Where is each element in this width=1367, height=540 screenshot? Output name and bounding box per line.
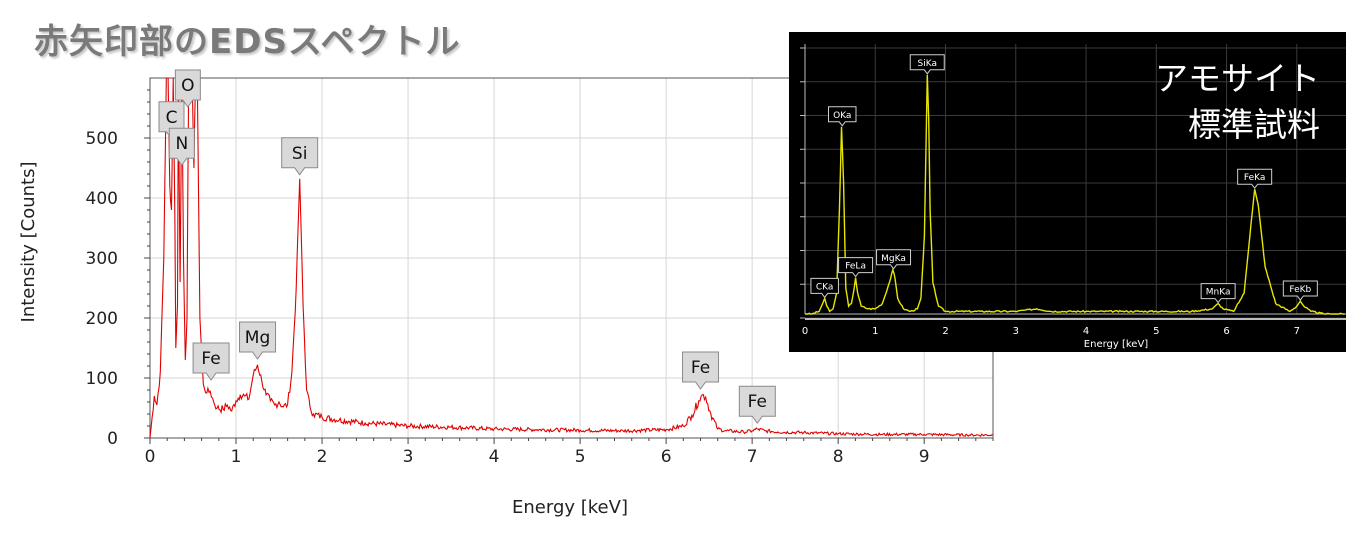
inset-title-line-1: アモサイト <box>1155 59 1320 98</box>
inset-x-scrollbar <box>805 318 1346 320</box>
inset-x-tick-label: 7 <box>1294 326 1300 337</box>
main-peak-label-n: N <box>168 127 195 167</box>
main-x-tick-label: 3 <box>403 447 414 467</box>
svg-text:MgKa: MgKa <box>881 254 906 264</box>
inset-x-tick-label: 1 <box>872 326 878 337</box>
inset-peak-label-mgka: MgKa <box>876 249 912 270</box>
inset-chart-ticks: 0 1 2 3 4 5 6 7 <box>800 47 1300 337</box>
main-x-axis-label: Energy [keV] <box>512 497 628 518</box>
page-title: 赤矢印部のEDSスペクトル <box>34 22 461 62</box>
inset-peak-label-fekb: FeKb <box>1282 280 1318 301</box>
main-y-tick-label: 500 <box>86 129 118 149</box>
svg-text:Mg: Mg <box>245 328 270 348</box>
main-peak-label-mg: Mg <box>239 321 277 360</box>
svg-text:FeKb: FeKb <box>1289 285 1311 295</box>
svg-text:SiKa: SiKa <box>918 59 937 69</box>
main-y-tick-label: 400 <box>86 189 118 209</box>
main-peak-label-si: Si <box>281 137 319 176</box>
main-peak-label-fe: Fe <box>738 385 776 425</box>
svg-text:Fe: Fe <box>748 392 767 412</box>
inset-peak-labels: CKa OKa FeLa MgKa SiKa MnKa FeKa FeKb <box>810 54 1318 304</box>
svg-text:FeLa: FeLa <box>845 262 866 272</box>
inset-chart-axes <box>804 44 1346 320</box>
main-x-tick-label: 1 <box>231 447 242 467</box>
main-peak-label-o: O <box>174 69 201 108</box>
inset-x-tick-label: 4 <box>1083 326 1089 337</box>
svg-text:C: C <box>166 108 178 128</box>
inset-peak-label-fela: FeLa <box>838 257 874 278</box>
main-peak-labels: CO N Si Fe Mg Fe Fe <box>158 69 776 425</box>
main-y-tick-label: 100 <box>86 369 118 389</box>
main-y-tick-label: 0 <box>107 429 118 449</box>
inset-x-tick-label: 5 <box>1153 326 1159 337</box>
svg-text:O: O <box>181 76 194 96</box>
main-chart-ticks: 0 1 2 3 4 5 6 7 8 9 0 100 200 300 400 500 <box>86 89 994 467</box>
inset-peak-label-mnka: MnKa <box>1200 283 1236 304</box>
svg-text:Fe: Fe <box>201 349 220 369</box>
inset-peak-label-sika: SiKa <box>909 54 945 75</box>
main-y-axis-label: Intensity [Counts] <box>18 162 39 323</box>
inset-peak-label-oka: OKa <box>827 106 857 127</box>
svg-text:CKa: CKa <box>816 282 834 292</box>
inset-x-tick-label: 3 <box>1013 326 1019 337</box>
inset-peak-label-cka: CKa <box>810 277 839 299</box>
svg-text:Fe: Fe <box>691 358 710 378</box>
main-spectrum-line <box>149 77 994 439</box>
main-peak-label-fe: Fe <box>192 342 230 381</box>
main-y-tick-label: 200 <box>86 309 118 329</box>
main-peak-label-fe: Fe <box>682 351 720 390</box>
inset-x-tick-label: 2 <box>942 326 948 337</box>
inset-spectrum-line <box>805 74 1345 315</box>
inset-x-tick-label: 6 <box>1223 326 1229 337</box>
main-x-tick-label: 4 <box>489 447 500 467</box>
svg-text:MnKa: MnKa <box>1206 288 1231 298</box>
svg-text:N: N <box>175 134 188 154</box>
svg-text:Si: Si <box>292 144 308 164</box>
svg-text:OKa: OKa <box>833 111 851 121</box>
main-y-tick-label: 300 <box>86 249 118 269</box>
inset-peak-label-feka: FeKa <box>1237 168 1273 190</box>
main-x-tick-label: 8 <box>833 447 844 467</box>
inset-title: アモサイト 標準試料 <box>1155 56 1320 148</box>
main-x-tick-label: 2 <box>317 447 328 467</box>
main-x-tick-label: 6 <box>661 447 672 467</box>
main-x-tick-label: 5 <box>575 447 586 467</box>
main-x-tick-label: 7 <box>747 447 758 467</box>
inset-x-tick-label: 0 <box>802 326 808 337</box>
main-x-tick-label: 0 <box>145 447 156 467</box>
inset-title-line-2: 標準試料 <box>1188 105 1320 144</box>
inset-x-axis-label: Energy [keV] <box>1084 339 1149 350</box>
main-x-tick-label: 9 <box>919 447 930 467</box>
svg-text:FeKa: FeKa <box>1244 173 1265 183</box>
